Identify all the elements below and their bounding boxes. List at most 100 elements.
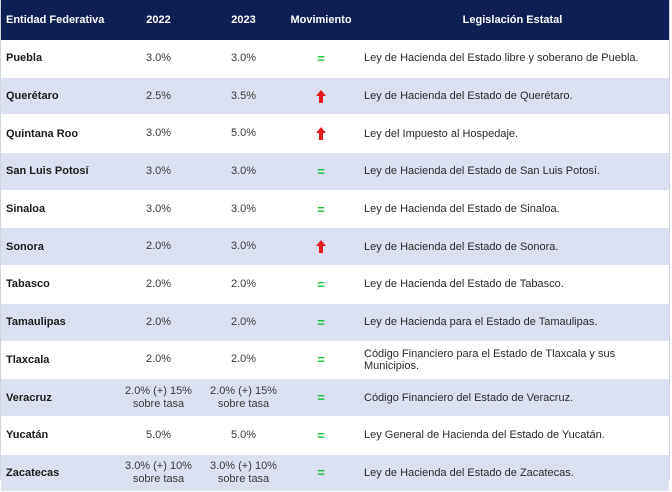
- equal-icon: =: [317, 201, 325, 217]
- value-2023-cell: 3.0%: [230, 202, 257, 215]
- value-2023-cell: 3.0%: [230, 51, 257, 64]
- value-2023-cell: 3.0% (+) 10% sobre tasa: [196, 460, 286, 486]
- value-2022-cell: 2.0%: [145, 240, 172, 253]
- value-2022-cell: 3.0%: [145, 127, 172, 140]
- value-2023-cell-line2: sobre tasa: [217, 472, 270, 485]
- table-row: Tamaulipas 2.0% 2.0% = Ley de Hacienda para …: [1, 303, 669, 342]
- equal-icon: =: [317, 314, 325, 330]
- value-2023-cell: 3.0%: [230, 240, 257, 253]
- law-cell: Ley de Hacienda del Estado de Querétaro.: [364, 90, 573, 103]
- value-2023-cell: 2.0%: [230, 277, 257, 290]
- entity-cell: Sonora: [6, 240, 44, 253]
- movement-cell: =: [286, 315, 356, 330]
- value-2022-cell: 3.0%: [145, 51, 172, 64]
- movement-cell: =: [286, 277, 356, 292]
- arrow-up-icon: [316, 127, 326, 141]
- law-cell: Ley de Hacienda del Estado de Sinaloa.: [364, 203, 560, 216]
- equal-icon: =: [317, 276, 325, 292]
- value-2022-cell-line1: 2.0% (+) 15%: [125, 384, 192, 397]
- movement-cell: =: [286, 465, 356, 480]
- value-2023-cell-line1: 3.0% (+) 10%: [210, 459, 277, 472]
- entity-cell: Yucatán: [6, 429, 49, 442]
- value-2023-cell: 5.0%: [230, 127, 257, 140]
- law-cell: Ley de Hacienda para el Estado de Tamaul…: [364, 316, 598, 329]
- entity-cell: Tabasco: [6, 278, 50, 291]
- law-cell: Código Financiero para el Estado de Tlax…: [364, 347, 616, 372]
- table-row: Tabasco 2.0% 2.0% = Ley de Hacienda del Esta…: [1, 266, 669, 304]
- movement-cell: =: [286, 390, 356, 405]
- value-2023-cell: 2.0%: [230, 353, 257, 366]
- table-row: Veracruz 2.0% (+) 15% sobre tasa 2.0% (+) 1…: [1, 379, 669, 417]
- movement-cell: =: [286, 352, 356, 367]
- movement-cell: [286, 89, 356, 103]
- entity-cell: Sinaloa: [6, 203, 46, 216]
- table-row: Sonora 2.0% 3.0% Ley de Hacienda del Estado…: [1, 228, 669, 267]
- table-body: Puebla 3.0% 3.0% = Ley de Hacienda del Estad…: [1, 40, 669, 492]
- entity-cell: Veracruz: [6, 391, 52, 404]
- movement-cell: =: [286, 428, 356, 443]
- table-row: Tlaxcala 2.0% 2.0% = Código Financiero para …: [1, 341, 669, 380]
- law-cell: Ley de Hacienda del Estado libre y sober…: [364, 52, 639, 65]
- movement-cell: [286, 127, 356, 141]
- header-law: Legislación Estatal: [462, 14, 563, 26]
- value-2023-cell-line1: 2.0% (+) 15%: [210, 384, 277, 397]
- movement-cell: =: [286, 51, 356, 66]
- entity-cell: Tlaxcala: [6, 353, 50, 366]
- entity-cell: Puebla: [6, 52, 43, 65]
- value-2022-cell: 3.0% (+) 10% sobre tasa: [121, 460, 196, 486]
- value-2022-cell: 5.0%: [145, 428, 172, 441]
- equal-icon: =: [317, 352, 325, 368]
- movement-cell: [286, 240, 356, 254]
- table-row: Quintana Roo 3.0% 5.0% Ley del Impuesto al …: [1, 115, 669, 154]
- value-2023-cell: 2.0% (+) 15% sobre tasa: [196, 385, 286, 411]
- entity-cell: Quintana Roo: [6, 127, 79, 140]
- law-cell: Ley de Hacienda del Estado de San Luis P…: [364, 165, 601, 178]
- equal-icon: =: [317, 427, 325, 443]
- table-row: Zacatecas 3.0% (+) 10% sobre tasa 3.0% (+) …: [1, 454, 669, 492]
- header-entity: Entidad Federativa: [6, 14, 105, 26]
- value-2023-cell: 2.0%: [230, 315, 257, 328]
- value-2023-cell: 3.0%: [230, 164, 257, 177]
- movement-cell: =: [286, 202, 356, 217]
- table-header: Entidad Federativa 2022 2023 Movimiento …: [1, 0, 669, 40]
- value-2023-cell-line2: sobre tasa: [217, 397, 270, 410]
- value-2022-cell: 2.0% (+) 15% sobre tasa: [121, 385, 196, 411]
- value-2023-cell: 5.0%: [230, 428, 257, 441]
- header-movement: Movimiento: [290, 14, 352, 26]
- equal-icon: =: [317, 390, 325, 406]
- equal-icon: =: [317, 50, 325, 66]
- law-cell: Ley de Hacienda del Estado de Tabasco.: [364, 278, 564, 291]
- entity-cell: Zacatecas: [6, 466, 60, 479]
- value-2022-cell: 2.0%: [145, 277, 172, 290]
- law-cell: Ley de Hacienda del Estado de Zacatecas.: [364, 466, 574, 479]
- value-2022-cell: 2.0%: [145, 315, 172, 328]
- movement-cell: =: [286, 164, 356, 179]
- table-row: San Luis Potosí 3.0% 3.0% = Ley de Hacienda …: [1, 153, 669, 191]
- entity-cell: Querétaro: [6, 90, 59, 103]
- table-row: Puebla 3.0% 3.0% = Ley de Hacienda del Estad…: [1, 40, 669, 78]
- arrow-up-icon: [316, 240, 326, 254]
- table-row: Sinaloa 3.0% 3.0% = Ley de Hacienda del Esta…: [1, 190, 669, 229]
- law-cell: Ley del Impuesto al Hospedaje.: [364, 127, 519, 140]
- equal-icon: =: [317, 163, 325, 179]
- arrow-up-icon: [316, 89, 326, 103]
- law-cell: Ley de Hacienda del Estado de Sonora.: [364, 240, 559, 253]
- entity-cell: Tamaulipas: [6, 316, 66, 329]
- law-cell: Ley General de Hacienda del Estado de Yu…: [364, 429, 605, 442]
- header-2023: 2023: [231, 14, 256, 26]
- value-2022-cell-line2: sobre tasa: [132, 472, 185, 485]
- value-2023-cell: 3.5%: [230, 89, 257, 102]
- entity-cell: San Luis Potosí: [6, 165, 89, 178]
- value-2022-cell-line2: sobre tasa: [132, 397, 185, 410]
- table-row: Querétaro 2.5% 3.5% Ley de Hacienda del Est…: [1, 77, 669, 116]
- table-row: Yucatán 5.0% 5.0% = Ley General de Hacienda …: [1, 416, 669, 455]
- value-2022-cell: 2.5%: [145, 89, 172, 102]
- header-2022: 2022: [146, 14, 171, 26]
- law-cell: Código Financiero del Estado de Veracruz…: [364, 391, 574, 404]
- equal-icon: =: [317, 465, 325, 481]
- value-2022-cell: 3.0%: [145, 202, 172, 215]
- value-2022-cell-line1: 3.0% (+) 10%: [125, 459, 192, 472]
- value-2022-cell: 2.0%: [145, 353, 172, 366]
- value-2022-cell: 3.0%: [145, 164, 172, 177]
